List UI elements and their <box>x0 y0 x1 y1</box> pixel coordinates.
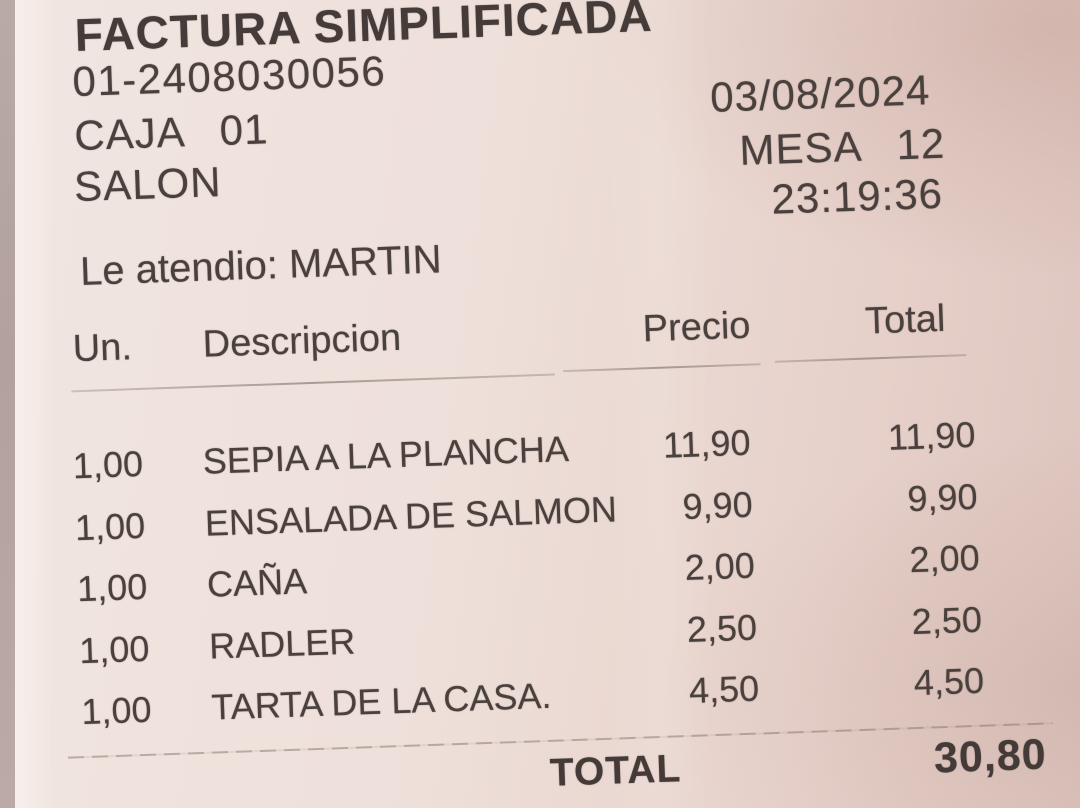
item-price: 4,50 <box>688 667 760 711</box>
item-total: 4,50 <box>913 659 985 704</box>
item-qty: 1,00 <box>76 565 148 610</box>
item-total: 9,90 <box>906 475 979 519</box>
items: 1,00 SEPIA A LA PLANCHA 11,90 11,90 1,00… <box>72 414 985 753</box>
background-edge-shadow <box>0 0 15 808</box>
table-line: MESA 12 <box>739 120 946 175</box>
table-label: MESA <box>738 122 864 174</box>
column-header-un: Un. <box>72 326 133 371</box>
item-price: 9,90 <box>681 483 754 527</box>
item-qty: 1,00 <box>78 627 151 671</box>
item-total: 11,90 <box>887 413 977 458</box>
header-underline-left <box>71 373 556 393</box>
paper-edge-highlight <box>15 0 53 808</box>
register-value: 01 <box>218 105 270 155</box>
invoice-number: 01-2408030056 <box>71 47 387 106</box>
item-price: 2,50 <box>686 606 758 650</box>
zone-label: SALON <box>73 157 223 211</box>
header-underline-precio <box>562 363 761 373</box>
register-label: CAJA <box>73 108 187 160</box>
item-price: 2,00 <box>684 544 756 589</box>
item-total: 2,50 <box>911 598 983 642</box>
total-label: TOTAL <box>549 747 682 795</box>
header-underline-total <box>774 354 967 363</box>
item-total: 2,00 <box>908 536 981 581</box>
receipt-date: 03/08/2024 <box>709 66 932 121</box>
total-value: 30,80 <box>933 730 1048 783</box>
item-qty: 1,00 <box>74 504 146 548</box>
item-qty: 1,00 <box>72 442 144 487</box>
table-value: 12 <box>895 119 946 169</box>
served-by-line: Le atendio: MARTIN <box>79 237 443 294</box>
receipt-time: 23:19:36 <box>770 169 944 223</box>
column-header-total: Total <box>864 297 947 343</box>
column-header-precio: Precio <box>642 304 752 351</box>
total-row: TOTAL 30,80 <box>549 731 1047 797</box>
register-line: CAJA 01 <box>74 105 270 160</box>
column-header-descripcion: Descripcion <box>201 316 402 366</box>
item-qty: 1,00 <box>80 688 153 733</box>
item-price: 11,90 <box>662 421 752 466</box>
